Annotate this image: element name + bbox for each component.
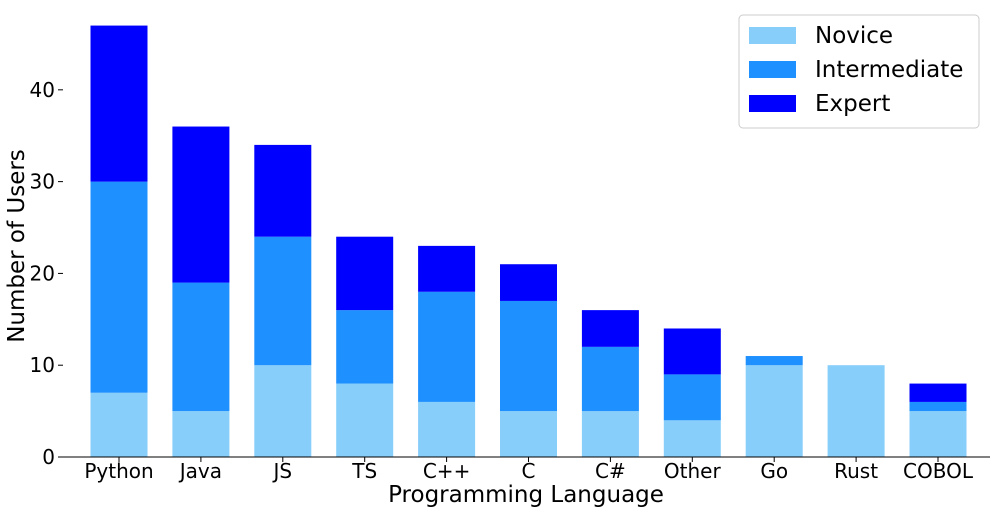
legend-swatch-expert: [749, 95, 796, 112]
bar-segment-c-expert: [581, 310, 639, 347]
legend-swatch-novice: [749, 27, 796, 44]
bar-segment-c-intermediate: [500, 300, 557, 412]
bar-segment-go-novice: [745, 365, 803, 457]
bar-segment-c-novice: [418, 401, 476, 457]
y-tick-label: 10: [30, 353, 55, 377]
bar-segment-c-intermediate: [581, 346, 639, 412]
bar-segment-c-novice: [500, 411, 557, 457]
x-ticks-group: Python Java JS TS C++ C C# Other Go Rust COBOL: [84, 457, 974, 483]
bar-segment-cobol-expert: [909, 383, 967, 402]
x-tick-label: JS: [272, 459, 293, 483]
bar-segment-other-expert: [663, 328, 721, 375]
x-tick-label: Python: [84, 459, 153, 483]
legend: Novice Intermediate Expert: [738, 14, 980, 129]
bar-segment-ts-intermediate: [336, 310, 394, 384]
x-tick-label: Go: [760, 459, 788, 483]
legend-frame: [738, 14, 980, 129]
bar-segment-ts-expert: [336, 236, 394, 311]
x-tick-label: C#: [595, 459, 626, 483]
x-tick-label: TS: [351, 459, 377, 483]
x-tick-label: Rust: [834, 459, 878, 483]
bar-segment-java-intermediate: [172, 282, 230, 412]
y-axis-label: Number of Users: [4, 149, 30, 343]
bar-segment-cobol-intermediate: [909, 401, 967, 412]
y-tick-label: 30: [30, 170, 55, 194]
bar-segment-java-novice: [172, 411, 230, 457]
bar-segment-rust-novice: [827, 365, 885, 457]
y-tick-label: 40: [30, 78, 55, 102]
x-axis-label: Programming Language: [388, 482, 664, 508]
y-tick-label: 0: [42, 445, 55, 469]
y-ticks-group: 0 10 20 30 40: [30, 78, 63, 469]
bar-segment-js-intermediate: [254, 236, 312, 366]
bar-segment-c-intermediate: [418, 291, 476, 402]
bar-segment-c-expert: [500, 264, 557, 301]
bar-segment-go-intermediate: [745, 356, 803, 366]
bar-segment-ts-novice: [336, 383, 394, 457]
bar-segment-other-intermediate: [663, 374, 721, 421]
x-tick-label: C++: [423, 459, 470, 483]
x-tick-label: COBOL: [903, 459, 974, 483]
legend-label-novice: Novice: [815, 23, 893, 49]
bar-segment-python-novice: [90, 392, 148, 457]
bar-segment-python-expert: [90, 25, 148, 182]
x-tick-label: Java: [178, 459, 222, 483]
legend-swatch-intermediate: [749, 61, 796, 78]
x-tick-label: Other: [664, 459, 722, 483]
bar-segment-js-expert: [254, 144, 312, 237]
bars-group: [90, 25, 967, 457]
legend-label-intermediate: Intermediate: [815, 57, 963, 83]
bar-segment-cobol-novice: [909, 411, 967, 457]
x-tick-label: C: [522, 459, 536, 483]
bar-segment-python-intermediate: [90, 181, 148, 393]
bar-segment-c-novice: [581, 411, 639, 457]
bar-segment-other-novice: [663, 420, 721, 457]
bar-segment-c-expert: [418, 245, 476, 292]
bar-segment-js-novice: [254, 365, 312, 457]
bar-segment-java-expert: [172, 126, 230, 283]
legend-label-expert: Expert: [815, 91, 890, 117]
y-tick-label: 20: [30, 261, 55, 285]
